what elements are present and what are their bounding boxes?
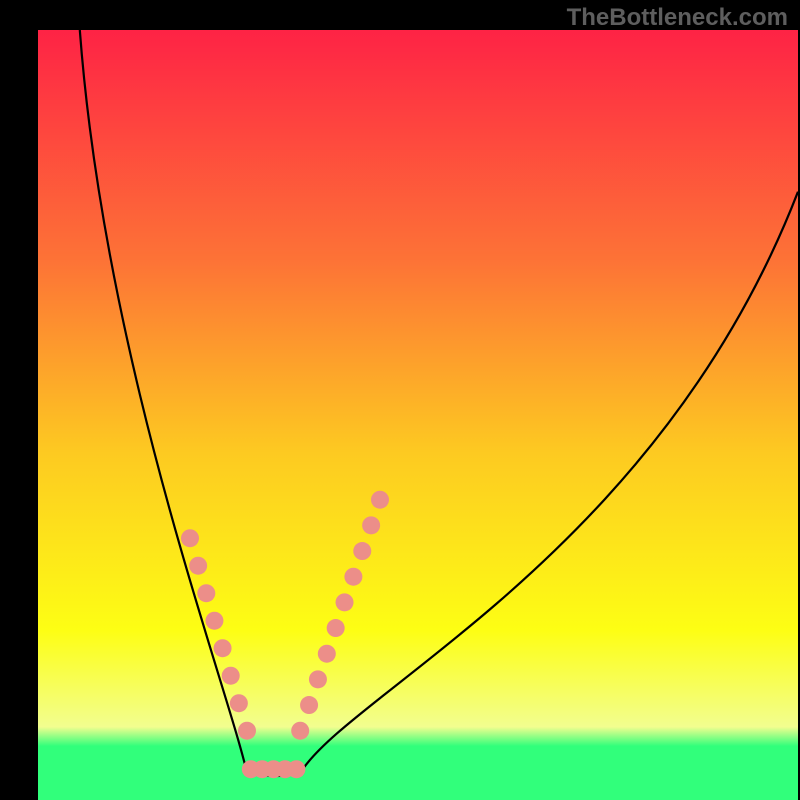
bead (230, 694, 248, 712)
bead (242, 760, 260, 778)
bead (181, 529, 199, 547)
watermark-text: TheBottleneck.com (567, 4, 788, 32)
bead (353, 542, 371, 560)
bead (205, 612, 223, 630)
bead (214, 639, 232, 657)
bead (189, 557, 207, 575)
bead (291, 722, 309, 740)
bead (362, 516, 380, 534)
bead (276, 760, 294, 778)
bead (300, 696, 318, 714)
bead (336, 593, 354, 611)
bead (344, 568, 362, 586)
bead (327, 619, 345, 637)
bead (371, 491, 389, 509)
curve-layer (38, 30, 798, 800)
bead (197, 584, 215, 602)
v-curve (80, 30, 798, 776)
beads-group (181, 491, 389, 779)
bead (309, 670, 327, 688)
bead (238, 722, 256, 740)
bead (222, 667, 240, 685)
chart-container: TheBottleneck.com (0, 0, 800, 800)
plot-area (38, 30, 798, 800)
bead (287, 760, 305, 778)
bead (318, 645, 336, 663)
bead (253, 760, 271, 778)
bead (265, 760, 283, 778)
